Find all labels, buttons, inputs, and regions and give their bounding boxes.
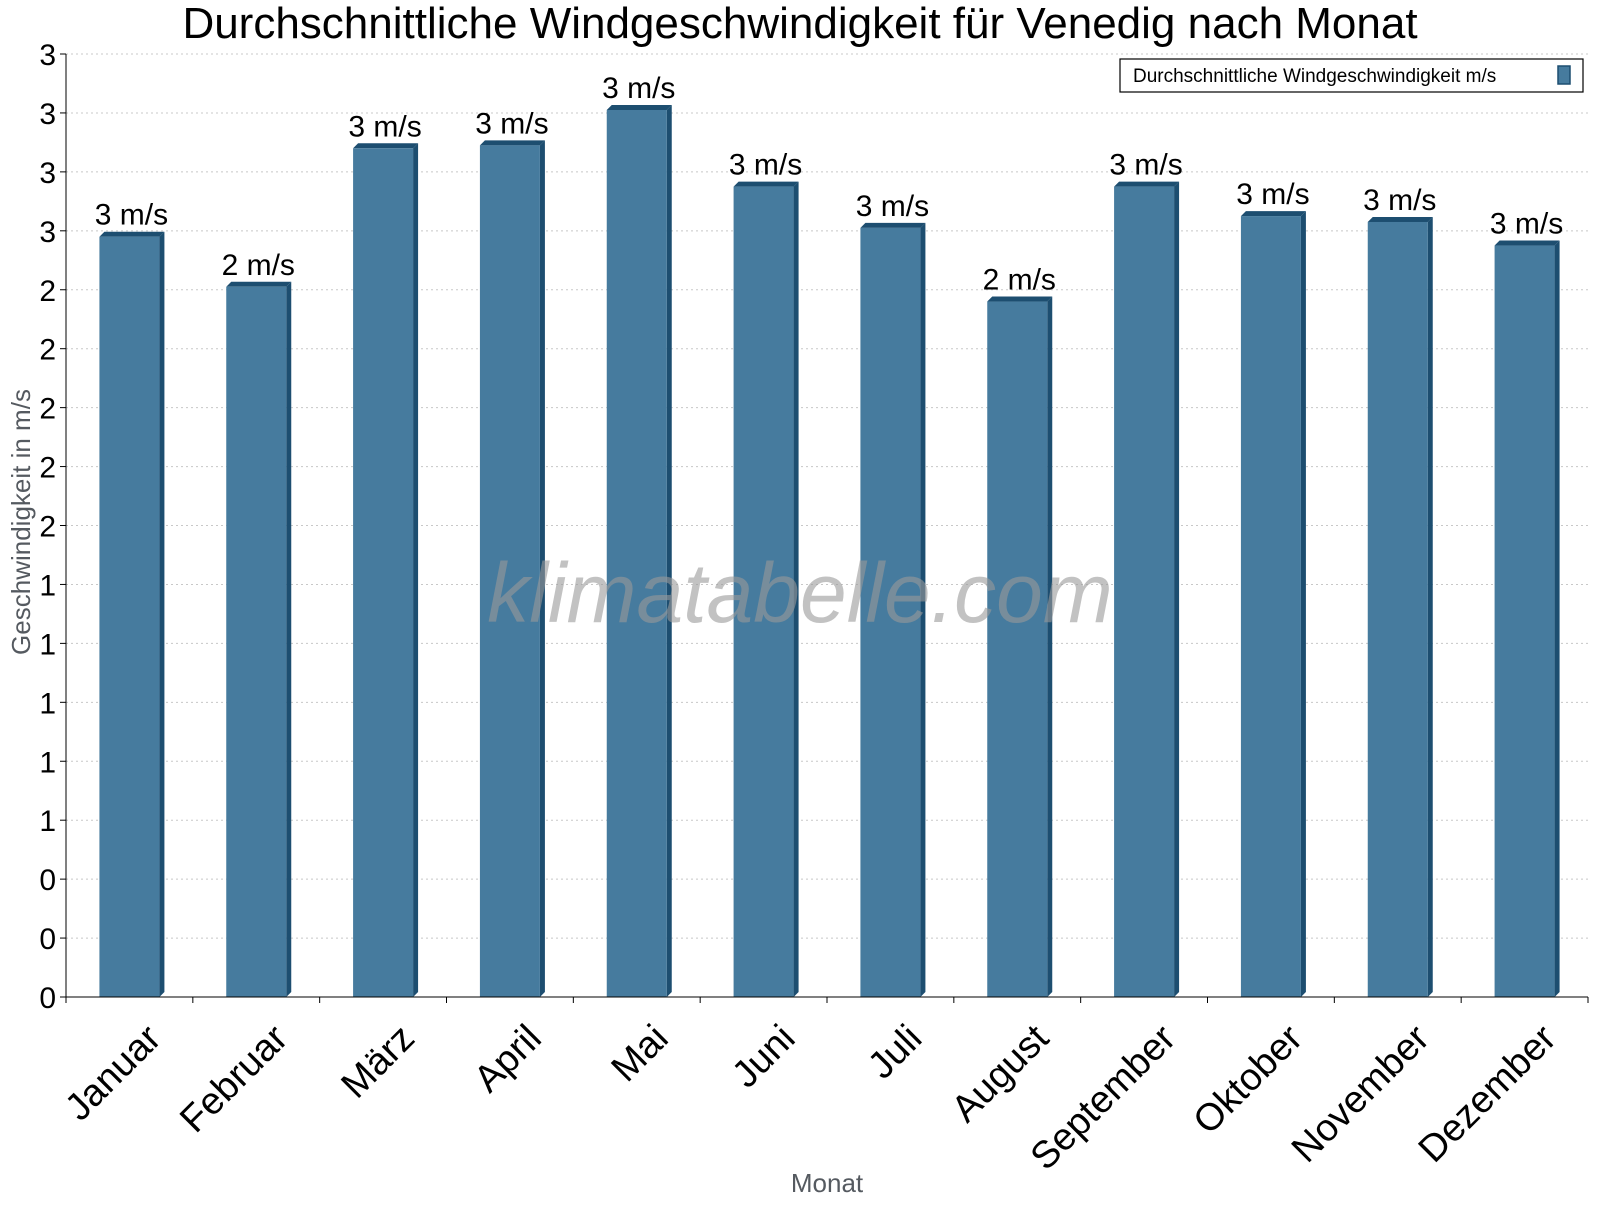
bar-top [733,181,799,187]
data-label: 3 m/s [602,72,675,105]
y-tick-label: 2 [39,511,56,544]
y-tick-label: 1 [39,569,56,602]
data-label: 3 m/s [348,110,421,143]
data-label: 3 m/s [856,190,929,223]
x-tick-label: Oktober [1185,1017,1311,1143]
bar-side [920,222,926,998]
y-tick-label: 1 [39,628,56,661]
bar [733,186,794,997]
x-tick-label: August [944,1017,1058,1131]
bar [1494,245,1555,997]
data-label: 3 m/s [475,107,548,140]
y-tick-label: 3 [39,216,56,249]
bar-side [1047,296,1053,998]
bar [987,301,1048,998]
y-tick-label: 2 [39,275,56,308]
bar-side [1554,240,1560,997]
data-label: 3 m/s [95,199,168,232]
x-tick-label: Februar [172,1017,296,1141]
bar [479,145,540,997]
x-tick-label: Juni [724,1017,803,1096]
bar-top [1367,216,1433,222]
bar-side [1174,181,1180,997]
bar-side [413,143,419,998]
x-tick-label: April [466,1017,549,1100]
bar-top [226,281,292,287]
bar-side [1427,216,1433,998]
y-tick-label: 0 [39,923,56,956]
y-tick-label: 0 [39,864,56,897]
legend-label: Durchschnittliche Windgeschwindigkeit m/… [1133,66,1496,87]
bar-side [159,231,165,998]
legend: Durchschnittliche Windgeschwindigkeit m/… [1119,58,1584,93]
bar-side [793,181,799,997]
axes [60,53,1589,1003]
gridlines [66,53,1588,939]
y-tick-label: 3 [39,98,56,131]
data-label: 3 m/s [729,149,802,182]
y-tick-label: 2 [39,452,56,485]
bar-top [1494,240,1560,246]
bar-side [666,104,672,998]
y-tick-label: 2 [39,334,56,367]
x-axis-title: Monat [791,1168,864,1198]
bars [99,104,1560,998]
x-tick-label: Dezember [1411,1017,1565,1171]
x-tick-label: Mai [604,1017,677,1090]
x-tick-label: März [334,1017,423,1106]
bar-side [1300,211,1306,997]
bar [860,227,921,998]
bar-top [606,104,672,110]
bar [1240,216,1301,997]
y-tick-label: 3 [39,157,56,190]
watermark: klimatabelle.com [487,546,1113,640]
bar-top [1114,181,1180,187]
bar-top [1240,211,1306,217]
y-tick-label: 1 [39,746,56,779]
data-label: 2 m/s [222,249,295,282]
x-tick-label: November [1284,1017,1438,1171]
bar-top [860,222,926,228]
bar [226,286,287,998]
data-label: 2 m/s [983,264,1056,297]
bar [99,236,160,998]
chart-title: Durchschnittliche Windgeschwindigkeit fü… [182,0,1417,48]
legend-box [1119,58,1584,93]
data-label: 3 m/s [1109,149,1182,182]
data-label: 3 m/s [1236,178,1309,211]
x-tick-label: Januar [57,1017,169,1129]
x-tick-label: Juli [860,1017,930,1087]
y-tick-label: 1 [39,687,56,720]
bar [353,148,414,998]
y-tick-label: 1 [39,805,56,838]
bar-top [99,231,165,237]
bar [606,109,667,998]
y-tick-label: 0 [39,982,56,1015]
bar-side [539,140,545,997]
data-label: 3 m/s [1490,208,1563,241]
data-labels: 3 m/s 2 m/s 3 m/s 3 m/s 3 m/s 3 m/s 3 m/s 2 m/s… [95,72,1564,297]
data-label: 3 m/s [1363,184,1436,217]
y-tick-label: 2 [39,393,56,426]
bar [1367,221,1428,998]
bar-top [987,296,1053,302]
y-tick-label: 3 [39,39,56,72]
y-axis-title: Geschwindigkeit in m/s [6,389,36,655]
bar-side [286,281,292,998]
bar-top [353,143,419,149]
bar-top [479,140,545,146]
legend-swatch [1557,65,1571,85]
bar [1114,186,1175,997]
